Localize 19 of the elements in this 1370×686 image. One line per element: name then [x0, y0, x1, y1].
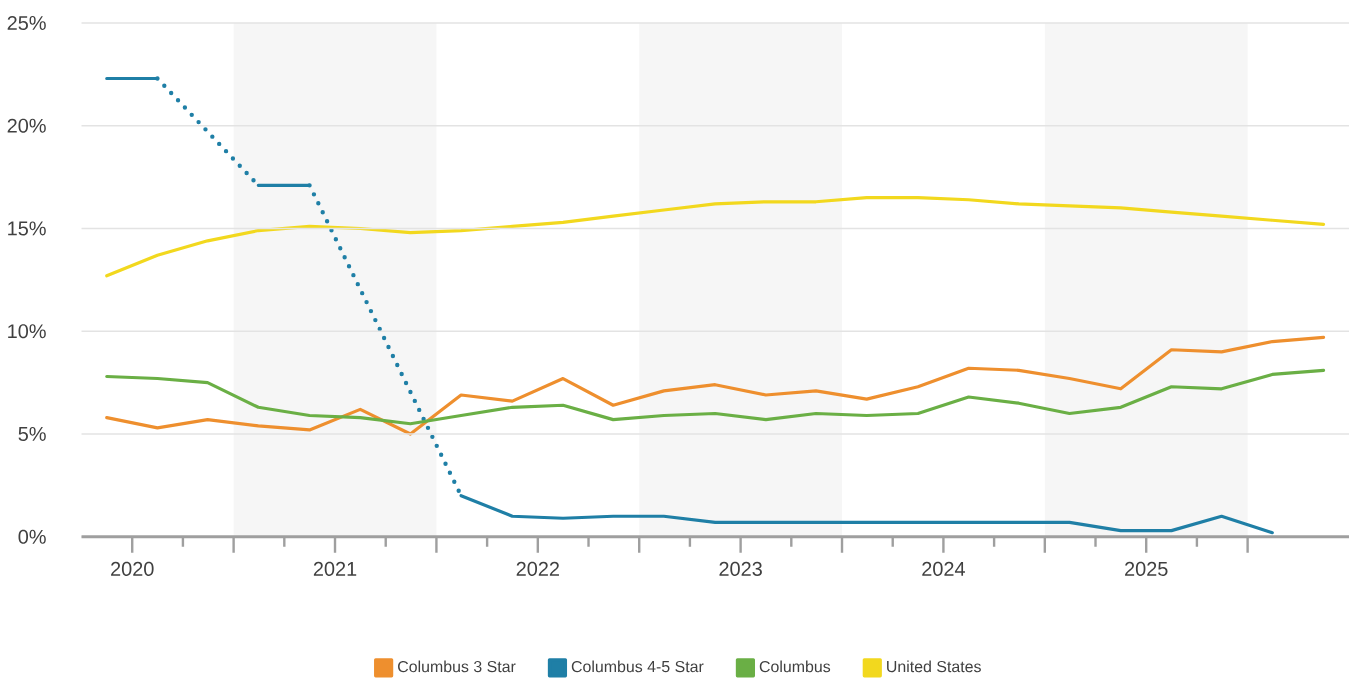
y-tick-label: 25% — [7, 16, 46, 31]
x-tick-label: 2023 — [719, 561, 762, 577]
y-tick-label: 15% — [8, 221, 46, 236]
legend-label: Columbus 3 Star — [398, 660, 516, 673]
x-tick-label: 2024 — [922, 561, 965, 577]
x-tick-label: 2022 — [516, 561, 559, 577]
line-series — [105, 335, 1326, 436]
y-tick-label: 10% — [8, 324, 46, 339]
line-series — [105, 368, 1326, 426]
legend-label: United States — [887, 660, 981, 673]
legend-label: Columbus 4-5 Star — [571, 660, 704, 673]
x-tick-label: 2020 — [111, 561, 154, 577]
line-series — [105, 196, 1326, 278]
x-tick-label: 2021 — [313, 561, 357, 577]
x-tick-label: 2025 — [1125, 561, 1168, 577]
y-tick-label: 5% — [18, 427, 46, 442]
legend-label: Columbus — [759, 660, 831, 673]
y-tick-label: 20% — [7, 118, 46, 133]
y-tick-label: 0% — [18, 529, 46, 544]
